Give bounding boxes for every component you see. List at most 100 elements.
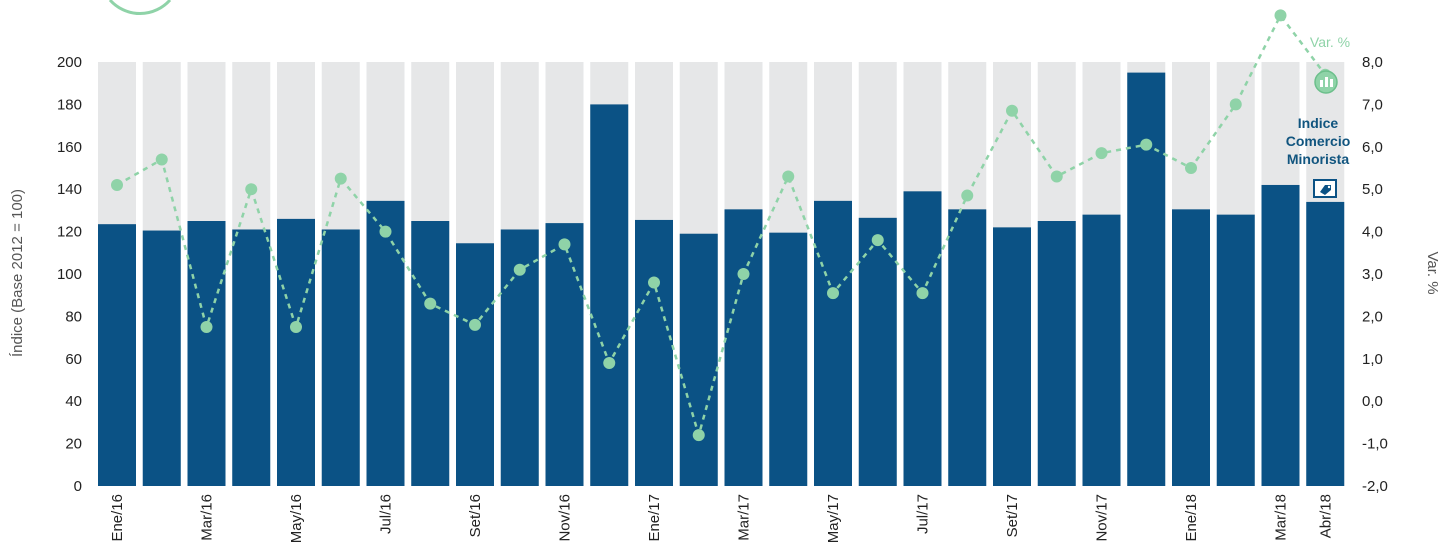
- index-bar: [1172, 209, 1210, 486]
- variation-point: [827, 287, 839, 300]
- index-bar: [142, 230, 181, 486]
- variation-point: [424, 297, 437, 310]
- y-tick-label: 180: [57, 96, 82, 113]
- bar-annotation-line-1: Indice: [1298, 115, 1339, 131]
- left-axis-ticks: 0 20 40 60 80 100 120 140 160 180 200: [57, 54, 82, 495]
- variation-point: [871, 234, 884, 247]
- y-tick-label: 20: [65, 436, 82, 453]
- y-tick-label: 40: [65, 393, 82, 410]
- y-tick-label: 160: [57, 139, 82, 156]
- index-bars: [98, 72, 1345, 487]
- index-bar: [858, 217, 897, 486]
- index-bar: [903, 191, 942, 486]
- variation-point: [1140, 138, 1153, 151]
- variation-line-path: [116, 13, 1327, 440]
- variation-point: [737, 268, 750, 280]
- y2-tick-label: 3,0: [1362, 266, 1383, 283]
- x-axis-ticks: Ene/16 Mar/16 May/16 Jul/16 Set/16 Nov/16 Ene/…: [109, 494, 1334, 543]
- variation-point: [469, 318, 481, 331]
- circle-logo-icon: [108, 0, 172, 15]
- bar-annotation-line-3: Minorista: [1287, 151, 1349, 167]
- variation-point: [961, 189, 974, 202]
- variation-point: [558, 238, 571, 251]
- x-tick-label: Abr/18: [1317, 494, 1334, 538]
- index-bar: [590, 104, 629, 487]
- variation-point: [1274, 9, 1287, 22]
- variation-point: [1006, 104, 1018, 117]
- variation-point: [692, 429, 705, 442]
- y-tick-label: 100: [57, 266, 82, 283]
- right-axis-ticks: -2,0 -1,0 0,0 1,0 2,0 3,0 4,0 5,0 6,0 7,0 8,0: [1362, 54, 1388, 495]
- y-tick-label: 80: [65, 308, 82, 325]
- index-bar: [98, 224, 136, 486]
- variation-point: [1229, 98, 1242, 111]
- variation-point: [245, 183, 258, 196]
- index-bar: [814, 200, 852, 487]
- index-bar: [1216, 214, 1255, 486]
- var-annotation-label: Var. %: [1310, 34, 1350, 50]
- index-bar: [635, 219, 673, 486]
- x-tick-label: Nov/17: [1094, 494, 1111, 542]
- y2-tick-label: 2,0: [1362, 308, 1383, 325]
- index-bar: [366, 200, 405, 487]
- y-tick-label: 140: [57, 181, 82, 198]
- index-bar: [1306, 201, 1345, 487]
- index-bar: [993, 227, 1031, 487]
- variation-point: [648, 276, 660, 289]
- variation-point: [200, 321, 213, 333]
- x-tick-label: Jul/17: [915, 494, 932, 534]
- index-bar: [187, 221, 226, 486]
- variation-point: [334, 172, 347, 185]
- x-tick-label: Ene/18: [1183, 494, 1200, 542]
- index-bar: [724, 209, 763, 486]
- y-axis-title: Índice (Base 2012 = 100): [9, 189, 26, 357]
- index-bar: [321, 229, 360, 487]
- index-bar: [1127, 72, 1166, 486]
- variation-point: [1095, 147, 1108, 160]
- variation-point: [1185, 162, 1197, 174]
- bar-annotation-line-2: Comercio: [1286, 133, 1351, 149]
- y2-axis-title: Var. %: [1424, 251, 1441, 294]
- y2-tick-label: 8,0: [1362, 54, 1383, 71]
- variation-point: [916, 287, 929, 300]
- variation-point: [290, 321, 302, 333]
- price-tag-icon: [1313, 179, 1337, 198]
- y2-tick-label: 4,0: [1362, 224, 1383, 241]
- chart-badge-icon: [1314, 70, 1338, 94]
- x-tick-label: Nov/16: [557, 494, 574, 542]
- y-tick-label: 0: [74, 478, 82, 495]
- variation-point: [513, 263, 526, 276]
- index-bar: [1037, 221, 1076, 486]
- y2-tick-label: -2,0: [1362, 478, 1388, 495]
- x-tick-label: Set/17: [1004, 494, 1021, 537]
- variation-point: [111, 178, 123, 191]
- variation-point: [379, 225, 392, 238]
- y2-tick-label: 7,0: [1362, 96, 1383, 113]
- index-bar: [1082, 214, 1121, 486]
- x-tick-label: May/17: [825, 494, 842, 543]
- y2-tick-label: 5,0: [1362, 181, 1383, 198]
- variation-point: [782, 170, 795, 183]
- variation-point: [1050, 170, 1063, 183]
- index-bar: [456, 243, 494, 486]
- y-tick-label: 200: [57, 54, 82, 71]
- y2-tick-label: 6,0: [1362, 139, 1383, 156]
- index-bar: [277, 218, 315, 486]
- y-tick-label: 60: [65, 351, 82, 368]
- x-tick-label: Mar/17: [736, 494, 753, 541]
- index-bar: [232, 229, 271, 487]
- variation-point: [603, 357, 616, 370]
- index-bar: [769, 232, 808, 486]
- x-tick-label: Set/16: [467, 494, 484, 537]
- index-bar: [411, 221, 450, 486]
- y-tick-label: 120: [57, 224, 82, 241]
- index-bar: [679, 233, 718, 486]
- x-tick-label: May/16: [288, 494, 305, 543]
- index-bar: [948, 209, 987, 486]
- x-tick-label: Ene/17: [646, 494, 663, 542]
- y2-tick-label: 1,0: [1362, 351, 1383, 368]
- y2-tick-label: -1,0: [1362, 436, 1388, 453]
- index-bar: [1261, 184, 1300, 486]
- x-tick-label: Jul/16: [378, 494, 395, 534]
